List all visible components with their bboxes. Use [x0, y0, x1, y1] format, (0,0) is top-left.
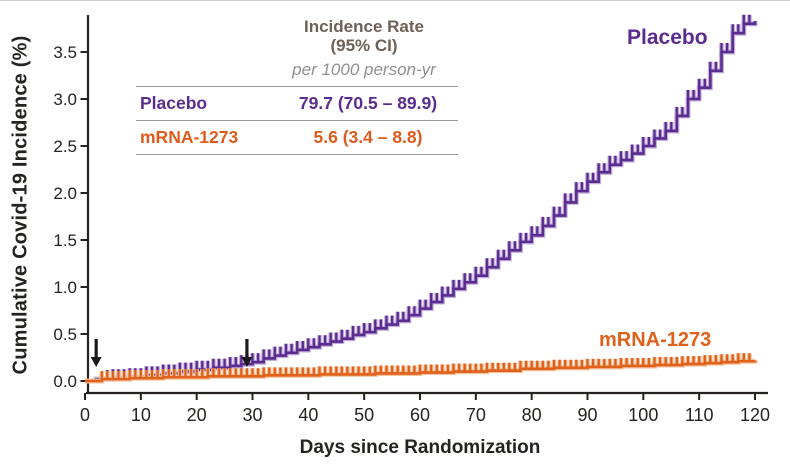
table-row-placebo: Placebo 79.7 (70.5 – 89.9) [136, 86, 458, 120]
mrna-censor-ticks [100, 353, 751, 381]
incidence-rate-table: Incidence Rate (95% CI) per 1000 person-… [136, 17, 458, 156]
x-tick-label: 20 [187, 405, 207, 425]
y-tick-label: 3.5 [53, 43, 77, 62]
placebo-curve [85, 20, 757, 383]
x-tick-label: 120 [740, 405, 770, 425]
y-tick-label: 1.5 [53, 231, 77, 250]
x-tick-label: 90 [577, 405, 597, 425]
table-row-mrna: mRNA-1273 5.6 (3.4 – 8.8) [136, 120, 458, 156]
x-tick-label: 40 [298, 405, 318, 425]
x-tick-label: 100 [628, 405, 658, 425]
placebo-curve-label: Placebo [627, 26, 708, 49]
x-tick-label: 0 [80, 405, 90, 425]
mrna-curve [85, 359, 757, 383]
x-tick-label: 50 [354, 405, 374, 425]
y-tick-label: 0.0 [53, 372, 77, 391]
table-header-line1: Incidence Rate [304, 17, 424, 36]
placebo-row-label: Placebo [140, 93, 208, 114]
x-axis-title: Days since Randomization [299, 437, 541, 458]
y-axis-title: Cumulative Covid-19 Incidence (%) [9, 35, 32, 375]
x-tick-label: 30 [242, 405, 262, 425]
x-tick-label: 60 [410, 405, 430, 425]
table-header: Incidence Rate (95% CI) [274, 17, 454, 55]
placebo-row-value: 79.7 (70.5 – 89.9) [298, 93, 438, 114]
dose-arrow-head [241, 357, 253, 367]
table-header-line2: (95% CI) [330, 36, 398, 56]
mrna-row-value: 5.6 (3.4 – 8.8) [313, 127, 423, 148]
y-tick-label: 1.0 [53, 278, 77, 297]
x-tick-label: 110 [685, 405, 714, 425]
y-tick-label: 2.5 [53, 137, 77, 156]
x-tick-label: 10 [131, 405, 151, 425]
x-tick-label: 70 [466, 405, 486, 425]
y-tick-label: 3.0 [53, 90, 77, 109]
y-tick-label: 2.0 [53, 184, 77, 203]
table-subheader: per 1000 person-yr [292, 60, 436, 80]
y-tick-label: 0.5 [53, 325, 77, 344]
dose-arrow-head [90, 357, 102, 367]
mrna-curve-label: mRNA-1273 [599, 329, 712, 351]
mrna-row-label: mRNA-1273 [140, 127, 239, 148]
x-tick-label: 80 [522, 405, 542, 425]
